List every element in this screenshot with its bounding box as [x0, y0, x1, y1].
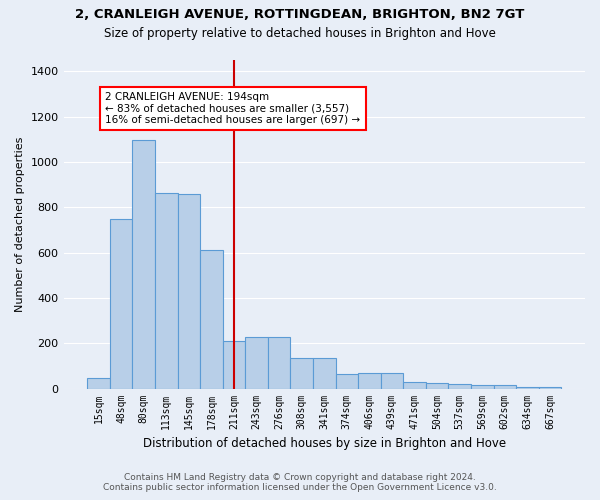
Bar: [290, 358, 313, 388]
Bar: [110, 219, 133, 388]
Bar: [494, 386, 516, 388]
Bar: [448, 384, 471, 388]
Text: 2 CRANLEIGH AVENUE: 194sqm
← 83% of detached houses are smaller (3,557)
16% of s: 2 CRANLEIGH AVENUE: 194sqm ← 83% of deta…: [106, 92, 361, 125]
Bar: [539, 386, 561, 388]
Bar: [335, 374, 358, 388]
Bar: [178, 194, 200, 388]
Text: Size of property relative to detached houses in Brighton and Hove: Size of property relative to detached ho…: [104, 28, 496, 40]
Bar: [223, 341, 245, 388]
Text: Contains HM Land Registry data © Crown copyright and database right 2024.
Contai: Contains HM Land Registry data © Crown c…: [103, 473, 497, 492]
Bar: [133, 140, 155, 388]
Y-axis label: Number of detached properties: Number of detached properties: [15, 136, 25, 312]
Bar: [426, 383, 448, 388]
Bar: [313, 358, 335, 388]
Bar: [471, 386, 494, 388]
Bar: [381, 373, 403, 388]
Bar: [87, 378, 110, 388]
Bar: [155, 193, 178, 388]
Text: 2, CRANLEIGH AVENUE, ROTTINGDEAN, BRIGHTON, BN2 7GT: 2, CRANLEIGH AVENUE, ROTTINGDEAN, BRIGHT…: [76, 8, 524, 20]
Bar: [200, 250, 223, 388]
Bar: [268, 337, 290, 388]
Bar: [403, 382, 426, 388]
X-axis label: Distribution of detached houses by size in Brighton and Hove: Distribution of detached houses by size …: [143, 437, 506, 450]
Bar: [516, 386, 539, 388]
Bar: [245, 337, 268, 388]
Bar: [358, 373, 381, 388]
